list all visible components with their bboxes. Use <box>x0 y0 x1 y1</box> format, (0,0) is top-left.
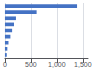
svg-text:500: 500 <box>25 61 37 68</box>
svg-text:1,000: 1,000 <box>48 61 66 68</box>
svg-text:0: 0 <box>3 61 7 68</box>
svg-text:1,500: 1,500 <box>74 61 92 68</box>
